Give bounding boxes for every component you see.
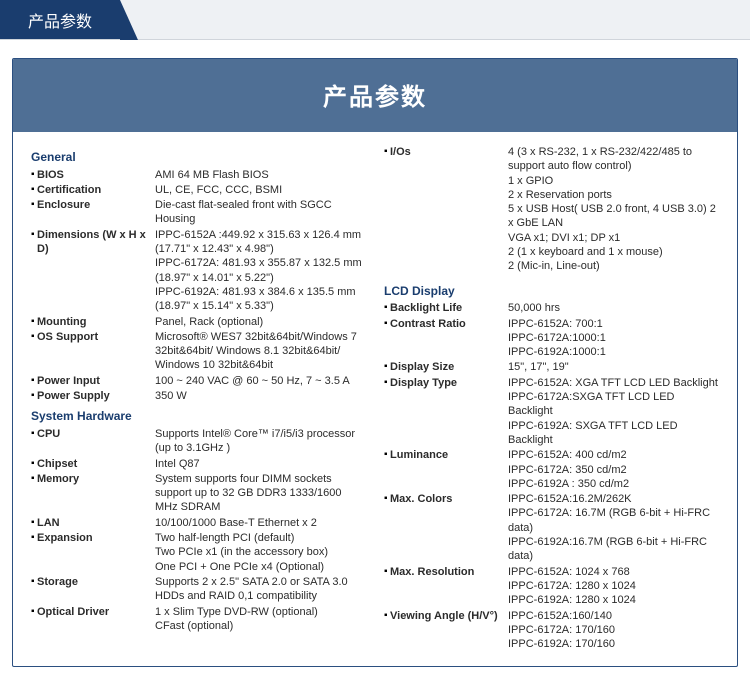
spec-row: ▪EnclosureDie-cast flat-sealed front wit…	[31, 198, 366, 227]
spec-label: BIOS	[37, 168, 155, 182]
spec-label: Mounting	[37, 315, 155, 329]
spec-value: Intel Q87	[155, 457, 366, 471]
spec-value: 15", 17", 19"	[508, 360, 719, 374]
spec-row: ▪Backlight Life50,000 hrs	[384, 301, 719, 315]
spec-row: ▪Dimensions (W x H x D)IPPC-6152A :449.9…	[31, 228, 366, 314]
spec-label: Max. Resolution	[390, 565, 508, 579]
section-general: General	[31, 150, 366, 166]
spec-value: UL, CE, FCC, CCC, BSMI	[155, 183, 366, 197]
spec-label: Contrast Ratio	[390, 317, 508, 331]
spec-value: IPPC-6152A:160/140IPPC-6172A: 170/160IPP…	[508, 609, 719, 652]
spec-value: 4 (3 x RS-232, 1 x RS-232/422/485 to sup…	[508, 145, 719, 274]
spec-value: 1 x Slim Type DVD-RW (optional)CFast (op…	[155, 605, 366, 634]
spec-label: Enclosure	[37, 198, 155, 212]
spec-label: Luminance	[390, 448, 508, 462]
spec-columns: General ▪BIOSAMI 64 MB Flash BIOS▪Certif…	[13, 132, 737, 666]
spec-row: ▪I/Os4 (3 x RS-232, 1 x RS-232/422/485 t…	[384, 145, 719, 274]
spec-value: IPPC-6152A:16.2M/262KIPPC-6172A: 16.7M (…	[508, 492, 719, 563]
spec-label: Chipset	[37, 457, 155, 471]
spec-value: 10/100/1000 Base-T Ethernet x 2	[155, 516, 366, 530]
spec-row: ▪Contrast RatioIPPC-6152A: 700:1IPPC-617…	[384, 317, 719, 360]
spec-value: IPPC-6152A: 1024 x 768IPPC-6172A: 1280 x…	[508, 565, 719, 608]
panel-title: 产品参数	[13, 59, 737, 132]
tab-product-params[interactable]: 产品参数	[0, 0, 120, 39]
spec-label: LAN	[37, 516, 155, 530]
lcd-list: ▪Backlight Life50,000 hrs ▪Contrast Ratio…	[384, 301, 719, 651]
spec-label: Max. Colors	[390, 492, 508, 506]
spec-value: AMI 64 MB Flash BIOS	[155, 168, 366, 182]
ios-list: ▪I/Os4 (3 x RS-232, 1 x RS-232/422/485 t…	[384, 145, 719, 274]
spec-row: ▪Max. ResolutionIPPC-6152A: 1024 x 768IP…	[384, 565, 719, 608]
spec-row: ▪Viewing Angle (H/V°)IPPC-6152A:160/140I…	[384, 609, 719, 652]
spec-row: ▪Optical Driver1 x Slim Type DVD-RW (opt…	[31, 605, 366, 634]
spec-label: Viewing Angle (H/V°)	[390, 609, 508, 623]
spec-value: 100 ~ 240 VAC @ 60 ~ 50 Hz, 7 ~ 3.5 A	[155, 374, 366, 388]
spec-row: ▪OS SupportMicrosoft® WES7 32bit&64bit/W…	[31, 330, 366, 373]
spec-label: Expansion	[37, 531, 155, 545]
spec-value: 50,000 hrs	[508, 301, 719, 315]
spec-value: Supports 2 x 2.5" SATA 2.0 or SATA 3.0 H…	[155, 575, 366, 604]
spec-panel: 产品参数 General ▪BIOSAMI 64 MB Flash BIOS▪C…	[12, 58, 738, 667]
spec-label: Storage	[37, 575, 155, 589]
spec-row: ▪MountingPanel, Rack (optional)	[31, 315, 366, 329]
spec-row: ▪Power Input100 ~ 240 VAC @ 60 ~ 50 Hz, …	[31, 374, 366, 388]
spec-label: Power Input	[37, 374, 155, 388]
spec-label: Memory	[37, 472, 155, 486]
spec-row: ▪CPUSupports Intel® Core™ i7/i5/i3 proce…	[31, 427, 366, 456]
spec-value: System supports four DIMM sockets suppor…	[155, 472, 366, 515]
spec-row: ▪MemorySystem supports four DIMM sockets…	[31, 472, 366, 515]
left-column: General ▪BIOSAMI 64 MB Flash BIOS▪Certif…	[31, 144, 366, 652]
spec-row: ▪BIOSAMI 64 MB Flash BIOS	[31, 168, 366, 182]
spec-value: 350 W	[155, 389, 366, 403]
content-wrap: 产品参数 General ▪BIOSAMI 64 MB Flash BIOS▪C…	[0, 40, 750, 685]
spec-label: Power Supply	[37, 389, 155, 403]
tab-label: 产品参数	[28, 8, 92, 32]
hardware-list: ▪CPUSupports Intel® Core™ i7/i5/i3 proce…	[31, 427, 366, 633]
spec-value: IPPC-6152A :449.92 x 315.63 x 126.4 mm (…	[155, 228, 366, 314]
spec-value: IPPC-6152A: XGA TFT LCD LED BacklightIPP…	[508, 376, 719, 447]
spec-label: Optical Driver	[37, 605, 155, 619]
spec-row: ▪Display Size15", 17", 19"	[384, 360, 719, 374]
spec-row: ▪ChipsetIntel Q87	[31, 457, 366, 471]
spec-label: Backlight Life	[390, 301, 508, 315]
spec-row: ▪StorageSupports 2 x 2.5" SATA 2.0 or SA…	[31, 575, 366, 604]
spec-value: IPPC-6152A: 400 cd/m2IPPC-6172A: 350 cd/…	[508, 448, 719, 491]
spec-label: Certification	[37, 183, 155, 197]
spec-value: Two half-length PCI (default)Two PCIe x1…	[155, 531, 366, 574]
spec-label: Display Type	[390, 376, 508, 390]
spec-label: Display Size	[390, 360, 508, 374]
spec-row: ▪CertificationUL, CE, FCC, CCC, BSMI	[31, 183, 366, 197]
spec-row: ▪Power Supply350 W	[31, 389, 366, 403]
tab-bar: 产品参数	[0, 0, 750, 40]
spec-row: ▪Display TypeIPPC-6152A: XGA TFT LCD LED…	[384, 376, 719, 447]
spec-label: Dimensions (W x H x D)	[37, 228, 155, 257]
right-column: ▪I/Os4 (3 x RS-232, 1 x RS-232/422/485 t…	[384, 144, 719, 652]
spec-value: Microsoft® WES7 32bit&64bit/Windows 7 32…	[155, 330, 366, 373]
spec-value: Supports Intel® Core™ i7/i5/i3 processor…	[155, 427, 366, 456]
section-hardware: System Hardware	[31, 409, 366, 425]
spec-row: ▪ExpansionTwo half-length PCI (default)T…	[31, 531, 366, 574]
spec-row: ▪LAN10/100/1000 Base-T Ethernet x 2	[31, 516, 366, 530]
spec-label: CPU	[37, 427, 155, 441]
spec-value: IPPC-6152A: 700:1IPPC-6172A:1000:1IPPC-6…	[508, 317, 719, 360]
spec-row: ▪LuminanceIPPC-6152A: 400 cd/m2IPPC-6172…	[384, 448, 719, 491]
spec-value: Die-cast flat-sealed front with SGCC Hou…	[155, 198, 366, 227]
spec-label: OS Support	[37, 330, 155, 344]
spec-row: ▪Max. ColorsIPPC-6152A:16.2M/262KIPPC-61…	[384, 492, 719, 563]
spec-value: Panel, Rack (optional)	[155, 315, 366, 329]
general-list: ▪BIOSAMI 64 MB Flash BIOS▪CertificationU…	[31, 168, 366, 404]
section-lcd: LCD Display	[384, 284, 719, 300]
spec-label: I/Os	[390, 145, 508, 159]
